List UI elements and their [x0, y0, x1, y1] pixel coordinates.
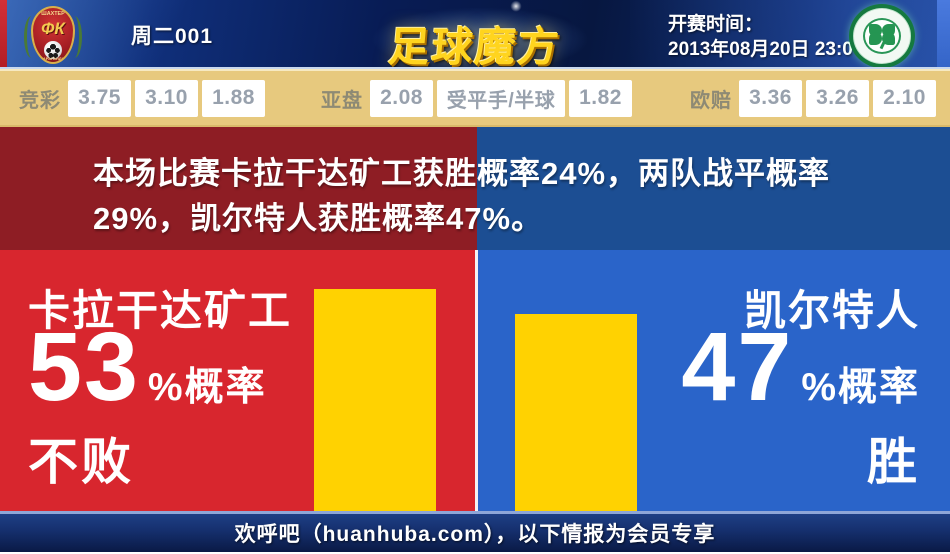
odds-value-handicap-away: 1.82	[569, 79, 632, 117]
home-probability-unit: %概率	[147, 366, 267, 409]
home-crest-bottom-text: КАРАГАНДЫ	[40, 56, 66, 62]
summary-line-1: 本场比赛卡拉干达矿工获胜概率24%，两队战平概率	[93, 156, 831, 191]
match-code: 周二001	[131, 25, 214, 48]
kickoff-info: 开赛时间： 2013年08月20日 23:00	[668, 12, 863, 62]
left-edge-accent	[0, 0, 7, 67]
summary-text: 本场比赛卡拉干达矿工获胜概率24%，两队战平概率 29%，凯尔特人获胜概率47%…	[93, 151, 830, 241]
odds-value-european-away: 2.10	[873, 79, 936, 117]
home-crest-top-text: ШАХТЕР	[41, 11, 65, 17]
kickoff-label: 开赛时间：	[668, 14, 764, 35]
odds-group-european: 欧赔 3.36 3.26 2.10	[690, 69, 936, 127]
probability-bar-home	[314, 289, 436, 511]
home-team-crest: ШАХТЕР ФК КАРАГАНДЫ	[24, 6, 82, 66]
footer-text: 欢呼吧（huanhuba.com），以下情报为会员专享	[234, 523, 716, 546]
probability-bar-away	[515, 314, 637, 511]
odds-label-european: 欧赔	[690, 89, 732, 112]
away-probability-value: 47	[681, 312, 794, 421]
away-team-name: 凯尔特人	[743, 287, 920, 334]
site-logo-glow	[330, 0, 630, 67]
odds-value-jingcai-draw: 3.10	[135, 79, 198, 117]
home-crest-initials: ФК	[41, 19, 65, 38]
odds-group-asian-handicap: 亚盘 2.08 受平手/半球 1.82	[321, 69, 632, 127]
summary-line-2: 29%，凯尔特人获胜概率47%。	[93, 201, 544, 236]
home-verdict: 不败	[28, 434, 134, 490]
away-verdict: 胜	[867, 434, 920, 490]
away-prediction-block: 凯尔特人 47 %概率 胜	[630, 250, 920, 511]
odds-label-asian-handicap: 亚盘	[321, 89, 363, 112]
odds-value-jingcai-home: 3.75	[68, 79, 131, 117]
odds-group-jingcai: 竞彩 3.75 3.10 1.88	[19, 69, 265, 127]
away-crest-inner	[863, 18, 901, 54]
away-probability: 47 %概率	[630, 318, 920, 415]
summary-background-right	[477, 127, 950, 250]
odds-value-european-draw: 3.26	[806, 79, 869, 117]
home-probability-value: 53	[28, 312, 140, 421]
home-prediction-block: 卡拉干达矿工 53 %概率 不败	[28, 250, 318, 511]
right-edge-accent	[937, 0, 950, 67]
clover-icon	[868, 23, 896, 50]
odds-value-european-home: 3.36	[739, 79, 802, 117]
summary-background-left	[0, 127, 477, 250]
home-crest-shield: ШАХТЕР ФК КАРАГАНДЫ	[31, 6, 75, 64]
odds-label-jingcai: 竞彩	[19, 89, 61, 112]
odds-value-jingcai-away: 1.88	[202, 79, 265, 117]
center-divider	[475, 250, 478, 511]
home-team-name: 卡拉干达矿工	[28, 287, 293, 334]
away-team-crest	[849, 4, 915, 67]
away-probability-unit: %概率	[801, 366, 920, 409]
footer: 欢呼吧（huanhuba.com），以下情报为会员专享	[0, 511, 950, 552]
odds-bar: 竞彩 3.75 3.10 1.88 亚盘 2.08 受平手/半球 1.82 欧赔…	[0, 69, 950, 127]
prediction-panel: 本场比赛卡拉干达矿工获胜概率24%，两队战平概率 29%，凯尔特人获胜概率47%…	[0, 127, 950, 511]
kickoff-time: 2013年08月20日 23:00	[668, 39, 864, 60]
odds-value-handicap-line: 受平手/半球	[437, 79, 565, 117]
home-probability: 53 %概率	[28, 318, 318, 415]
header: ШАХТЕР ФК КАРАГАНДЫ 周二001 足球魔方 开赛时间： 201…	[0, 0, 950, 69]
football-icon	[44, 41, 62, 59]
odds-value-handicap-home: 2.08	[370, 79, 433, 117]
